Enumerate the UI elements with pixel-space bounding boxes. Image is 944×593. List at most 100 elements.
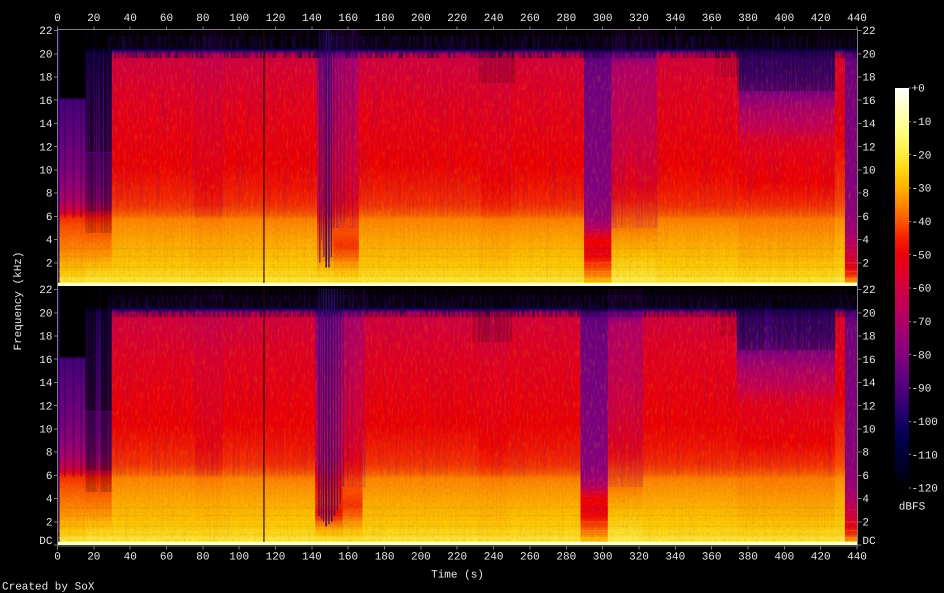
svg-text:2: 2 bbox=[862, 517, 869, 529]
svg-text:80: 80 bbox=[196, 13, 209, 25]
svg-text:6: 6 bbox=[46, 212, 53, 224]
svg-text:-70: -70 bbox=[912, 317, 932, 329]
svg-text:-20: -20 bbox=[912, 150, 932, 162]
svg-text:18: 18 bbox=[39, 73, 52, 85]
svg-text:6: 6 bbox=[862, 471, 869, 483]
svg-text:10: 10 bbox=[39, 425, 52, 437]
svg-text:20: 20 bbox=[39, 49, 52, 61]
svg-text:16: 16 bbox=[862, 96, 875, 108]
svg-text:22: 22 bbox=[862, 285, 875, 297]
svg-text:14: 14 bbox=[39, 119, 53, 131]
svg-text:Time (s): Time (s) bbox=[431, 570, 484, 582]
svg-text:420: 420 bbox=[811, 13, 831, 25]
svg-text:-90: -90 bbox=[912, 384, 932, 396]
svg-text:80: 80 bbox=[196, 552, 209, 564]
svg-text:8: 8 bbox=[46, 448, 53, 460]
svg-text:200: 200 bbox=[411, 13, 431, 25]
svg-text:20: 20 bbox=[87, 13, 100, 25]
svg-text:380: 380 bbox=[738, 552, 758, 564]
svg-text:8: 8 bbox=[46, 189, 53, 201]
svg-text:22: 22 bbox=[862, 26, 875, 38]
svg-text:12: 12 bbox=[39, 401, 52, 413]
svg-text:60: 60 bbox=[160, 13, 173, 25]
svg-text:280: 280 bbox=[556, 552, 576, 564]
svg-text:14: 14 bbox=[862, 119, 876, 131]
svg-text:14: 14 bbox=[862, 378, 876, 390]
svg-text:100: 100 bbox=[229, 13, 249, 25]
svg-text:22: 22 bbox=[39, 285, 52, 297]
svg-text:2: 2 bbox=[46, 517, 53, 529]
svg-text:140: 140 bbox=[302, 552, 322, 564]
svg-text:40: 40 bbox=[124, 13, 137, 25]
svg-text:-30: -30 bbox=[912, 184, 932, 196]
svg-text:260: 260 bbox=[520, 13, 540, 25]
svg-text:240: 240 bbox=[484, 552, 504, 564]
svg-text:180: 180 bbox=[375, 13, 395, 25]
svg-text:4: 4 bbox=[862, 235, 869, 247]
svg-text:8: 8 bbox=[862, 189, 869, 201]
svg-text:12: 12 bbox=[862, 401, 875, 413]
svg-text:dBFS: dBFS bbox=[899, 502, 926, 514]
svg-text:60: 60 bbox=[160, 552, 173, 564]
svg-text:120: 120 bbox=[266, 13, 286, 25]
svg-text:Created by SoX: Created by SoX bbox=[2, 582, 95, 593]
svg-text:20: 20 bbox=[39, 308, 52, 320]
svg-text:DC: DC bbox=[862, 536, 876, 548]
svg-text:-60: -60 bbox=[912, 284, 932, 296]
svg-text:220: 220 bbox=[447, 13, 467, 25]
svg-text:Frequency (kHz): Frequency (kHz) bbox=[13, 251, 25, 350]
svg-text:18: 18 bbox=[862, 332, 875, 344]
svg-text:400: 400 bbox=[774, 13, 794, 25]
svg-text:0: 0 bbox=[54, 552, 61, 564]
svg-text:180: 180 bbox=[375, 552, 395, 564]
svg-text:2: 2 bbox=[862, 258, 869, 270]
svg-text:6: 6 bbox=[46, 471, 53, 483]
svg-text:10: 10 bbox=[862, 425, 875, 437]
svg-text:320: 320 bbox=[629, 552, 649, 564]
svg-text:380: 380 bbox=[738, 13, 758, 25]
svg-text:-10: -10 bbox=[912, 117, 932, 129]
svg-text:340: 340 bbox=[665, 13, 685, 25]
svg-text:16: 16 bbox=[39, 355, 52, 367]
svg-text:20: 20 bbox=[862, 308, 875, 320]
svg-text:280: 280 bbox=[556, 13, 576, 25]
svg-text:16: 16 bbox=[39, 96, 52, 108]
svg-text:-50: -50 bbox=[912, 250, 932, 262]
svg-text:14: 14 bbox=[39, 378, 53, 390]
svg-text:4: 4 bbox=[46, 494, 53, 506]
svg-text:18: 18 bbox=[39, 332, 52, 344]
svg-text:340: 340 bbox=[665, 552, 685, 564]
svg-text:200: 200 bbox=[411, 552, 431, 564]
svg-text:18: 18 bbox=[862, 73, 875, 85]
svg-text:10: 10 bbox=[862, 166, 875, 178]
svg-text:160: 160 bbox=[338, 13, 358, 25]
svg-text:160: 160 bbox=[338, 552, 358, 564]
svg-text:-40: -40 bbox=[912, 217, 932, 229]
svg-text:0: 0 bbox=[54, 13, 61, 25]
svg-text:6: 6 bbox=[862, 212, 869, 224]
svg-text:240: 240 bbox=[484, 13, 504, 25]
svg-text:400: 400 bbox=[774, 552, 794, 564]
svg-text:320: 320 bbox=[629, 13, 649, 25]
svg-text:12: 12 bbox=[862, 142, 875, 154]
svg-text:20: 20 bbox=[862, 49, 875, 61]
svg-text:100: 100 bbox=[229, 552, 249, 564]
svg-text:4: 4 bbox=[46, 235, 53, 247]
svg-text:300: 300 bbox=[593, 552, 613, 564]
svg-text:4: 4 bbox=[862, 494, 869, 506]
svg-text:360: 360 bbox=[702, 552, 722, 564]
svg-text:8: 8 bbox=[862, 448, 869, 460]
svg-text:120: 120 bbox=[266, 552, 286, 564]
svg-text:260: 260 bbox=[520, 552, 540, 564]
svg-text:40: 40 bbox=[124, 552, 137, 564]
svg-text:-80: -80 bbox=[912, 350, 932, 362]
svg-text:440: 440 bbox=[847, 13, 867, 25]
svg-text:22: 22 bbox=[39, 26, 52, 38]
svg-text:16: 16 bbox=[862, 355, 875, 367]
svg-text:220: 220 bbox=[447, 552, 467, 564]
svg-text:10: 10 bbox=[39, 166, 52, 178]
svg-text:-110: -110 bbox=[912, 450, 938, 462]
svg-text:2: 2 bbox=[46, 258, 53, 270]
svg-text:20: 20 bbox=[87, 552, 100, 564]
svg-text:440: 440 bbox=[847, 552, 867, 564]
